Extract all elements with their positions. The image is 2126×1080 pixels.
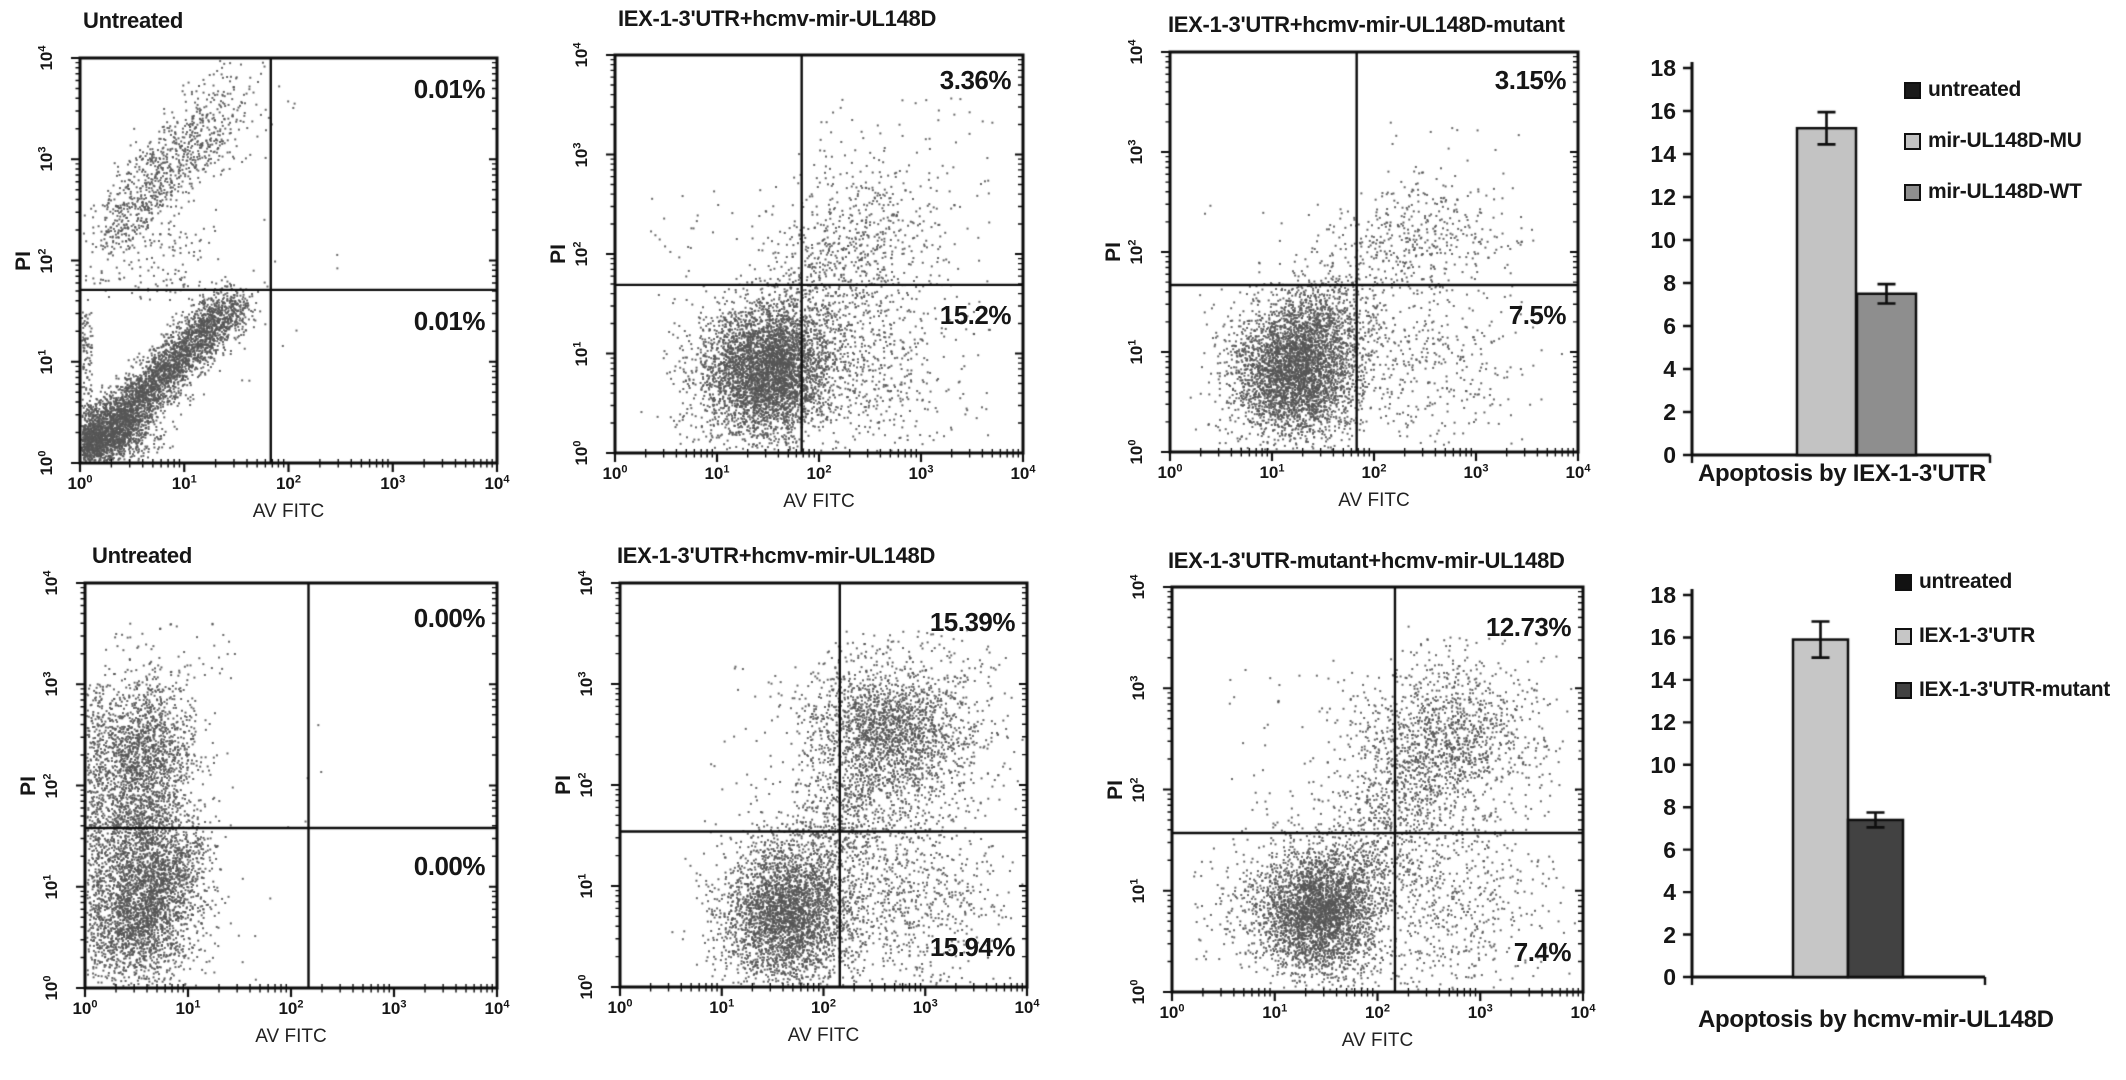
figure-canvas	[0, 0, 2126, 1080]
flow-cytometry-figure: Untreated 0.01% 0.01% 100 100 101 101 102 102 103…	[0, 0, 2126, 1080]
